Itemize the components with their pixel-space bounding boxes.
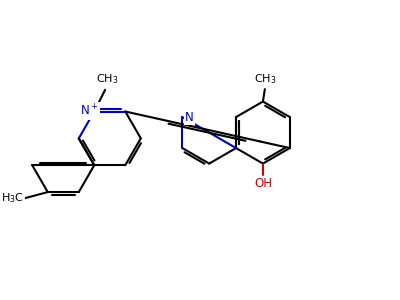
Text: N$^+$: N$^+$: [80, 103, 99, 118]
Text: H$_3$C: H$_3$C: [1, 191, 24, 205]
Text: CH$_3$: CH$_3$: [96, 72, 118, 86]
Text: CH$_3$: CH$_3$: [254, 72, 277, 86]
Text: OH: OH: [254, 177, 272, 190]
Text: N: N: [185, 110, 194, 124]
